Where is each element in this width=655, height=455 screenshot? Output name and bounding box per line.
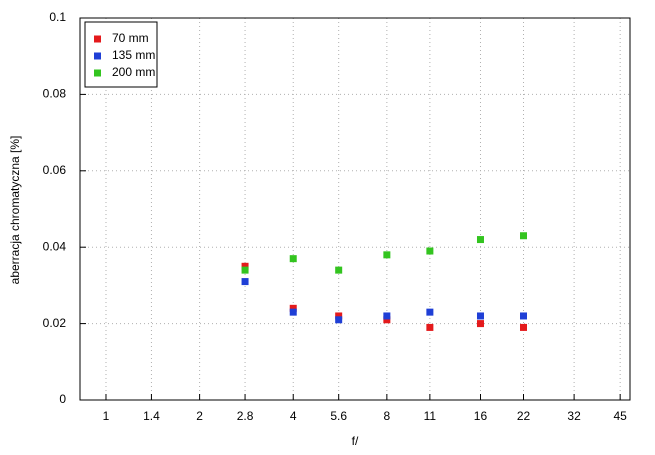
point	[426, 308, 434, 316]
x-tick-label: 4	[290, 409, 297, 423]
point	[335, 316, 343, 324]
x-tick-label: 1.4	[143, 409, 160, 423]
point	[241, 266, 249, 274]
x-tick-label: 45	[613, 409, 627, 423]
x-axis-label: f/	[352, 434, 359, 448]
x-tick-label: 11	[424, 409, 437, 423]
point	[335, 266, 343, 274]
x-tick-label: 5.6	[330, 409, 347, 423]
point	[476, 320, 484, 328]
legend-marker	[94, 35, 101, 43]
point	[383, 316, 391, 324]
point	[426, 247, 434, 255]
legend-label: 135 mm	[112, 48, 155, 62]
legend-label: 70 mm	[112, 31, 149, 45]
point	[289, 304, 297, 312]
x-tick-label: 2.8	[237, 409, 254, 423]
point	[241, 278, 249, 286]
x-tick-label: 16	[474, 409, 488, 423]
legend-marker	[94, 69, 101, 77]
point	[426, 323, 434, 331]
point	[241, 262, 249, 270]
legend-label: 200 mm	[112, 65, 155, 79]
x-tick-label: 22	[517, 409, 531, 423]
x-tick-label: 8	[384, 409, 391, 423]
y-tick-label: 0.02	[43, 316, 67, 330]
x-tick-label: 1	[103, 409, 110, 423]
point	[476, 236, 484, 244]
y-tick-label: 0	[59, 392, 66, 406]
legend: 70 mm 135 mm 200 mm	[84, 21, 158, 88]
point	[335, 312, 343, 320]
x-tick-label: 2	[196, 409, 203, 423]
point	[520, 232, 528, 240]
y-tick-label: 0.1	[49, 10, 66, 24]
point	[383, 251, 391, 259]
y-tick-label: 0.04	[43, 239, 67, 253]
plot-frame	[79, 17, 631, 401]
legend-marker	[94, 52, 101, 60]
y-axis-label: aberracja chromatyczna [%]	[8, 136, 22, 285]
point	[476, 312, 484, 320]
point	[520, 312, 528, 320]
point	[520, 323, 528, 331]
point	[289, 255, 297, 263]
x-tick-label: 32	[567, 409, 581, 423]
y-tick-label: 0.06	[43, 163, 67, 177]
y-tick-label: 0.08	[43, 87, 67, 101]
point	[289, 308, 297, 316]
point	[383, 312, 391, 320]
